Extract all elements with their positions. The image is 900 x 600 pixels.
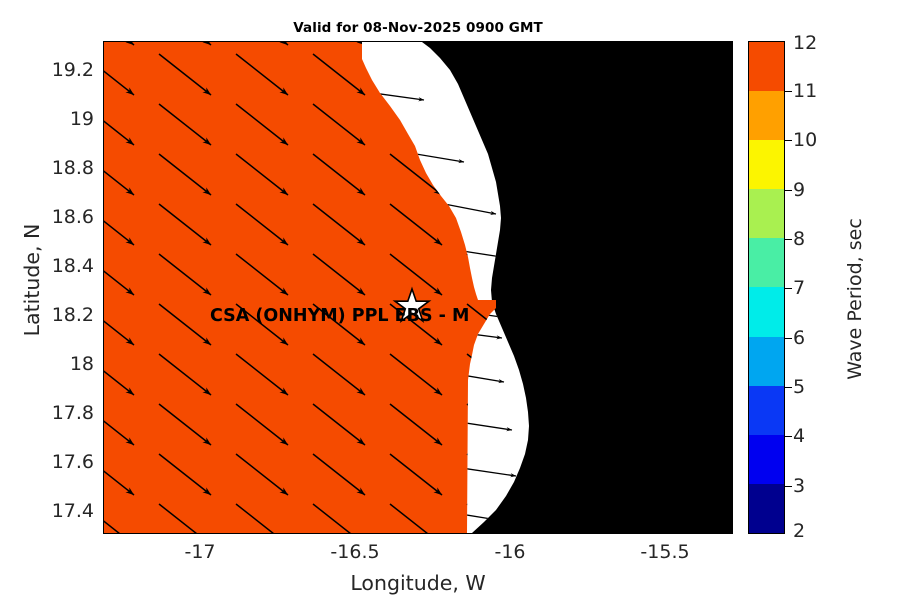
colorbar-band-8-9 [749,189,784,239]
ytick-label: 17.6 [51,451,94,473]
colorbar-band-4-5 [749,385,784,435]
map-plot-svg [104,42,732,533]
colorbar-tick [785,436,792,437]
colorbar-label: 8 [793,228,806,250]
colorbar-tick [785,486,792,487]
xtick-label: -16 [494,541,526,563]
ytick-label: 18.6 [51,206,94,228]
colorbar-band-6-7 [749,287,784,337]
land-mass-polygon [422,42,732,533]
ytick-label: 18 [69,353,94,375]
colorbar-label: 10 [793,129,818,151]
ytick-label: 18.8 [51,157,94,179]
colorbar-tick [785,387,792,388]
colorbar-band-7-8 [749,238,784,288]
xtick-label: -16.5 [330,541,380,563]
colorbar-band-9-10 [749,140,784,190]
colorbar-label: 2 [793,520,806,542]
map-axes[interactable]: CSA (ONHYM) PPL EBS - M [103,41,733,534]
colorbar-tick [785,239,792,240]
colorbar[interactable] [748,41,785,534]
ytick-label: 17.8 [51,402,94,424]
colorbar-label: 9 [793,179,806,201]
colorbar-tick [785,91,792,92]
colorbar-label: 4 [793,425,806,447]
colorbar-band-5-6 [749,336,784,386]
colorbar-label: 6 [793,327,806,349]
ytick-label: 18.2 [51,304,94,326]
site-star-marker[interactable] [392,286,432,324]
colorbar-tick [785,288,792,289]
colorbar-label: 11 [793,80,818,102]
colorbar-label: 5 [793,376,806,398]
ytick-label: 19 [69,108,94,130]
x-axis-label: Longitude, W [350,571,486,595]
colorbar-band-10-11 [749,91,784,141]
xtick-label: -17 [184,541,216,563]
ytick-label: 19.2 [51,59,94,81]
ytick-label: 17.4 [51,500,94,522]
colorbar-band-2-3 [749,483,784,533]
xtick-label: -15.5 [640,541,690,563]
colorbar-band-11-12 [749,42,784,92]
colorbar-label: 3 [793,475,806,497]
colorbar-tick [785,338,792,339]
colorbar-label: 7 [793,277,806,299]
colorbar-label: 12 [793,32,818,54]
page-title: Valid for 08-Nov-2025 0900 GMT [293,20,543,36]
colorbar-tick [785,190,792,191]
ytick-label: 18.4 [51,255,94,277]
site-annotation-label: CSA (ONHYM) PPL EBS - M [210,306,470,326]
y-axis-label: Latitude, N [20,223,44,337]
colorbar-band-3-4 [749,434,784,484]
colorbar-title: Wave Period, sec [844,218,866,380]
colorbar-tick [785,140,792,141]
